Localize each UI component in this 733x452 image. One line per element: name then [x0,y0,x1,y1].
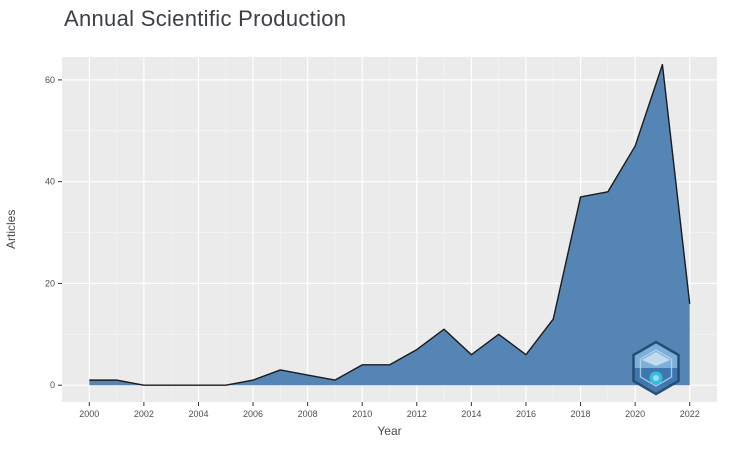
x-tick-label: 2008 [298,409,318,419]
y-tick-label: 0 [50,380,55,390]
x-axis-label: Year [377,424,402,438]
x-tick-label: 2000 [79,409,99,419]
x-tick-label: 2004 [188,409,208,419]
area-fill [89,64,690,386]
x-tick-label: 2018 [571,409,591,419]
y-axis-label: Articles [4,209,18,250]
data-line [89,63,691,386]
x-tick-label: 2006 [243,409,263,419]
y-tick-label: 20 [45,278,55,288]
x-tick-label: 2012 [407,409,427,419]
x-tick-label: 2016 [516,409,536,419]
bibliometrix-logo-icon [628,340,684,396]
x-tick-label: 2014 [461,409,481,419]
y-tick-label: 60 [45,75,55,85]
area-chart: 2000 2002 2004 2006 2008 2010 2012 2014 2016 2018… [45,57,717,419]
x-tick-label: 2002 [134,409,154,419]
x-tick-label: 2010 [352,409,372,419]
x-tick-label: 2020 [625,409,645,419]
y-tick-label: 40 [45,177,55,187]
chart-title: Annual Scientific Production [64,6,347,31]
x-tick-label: 2022 [680,409,700,419]
